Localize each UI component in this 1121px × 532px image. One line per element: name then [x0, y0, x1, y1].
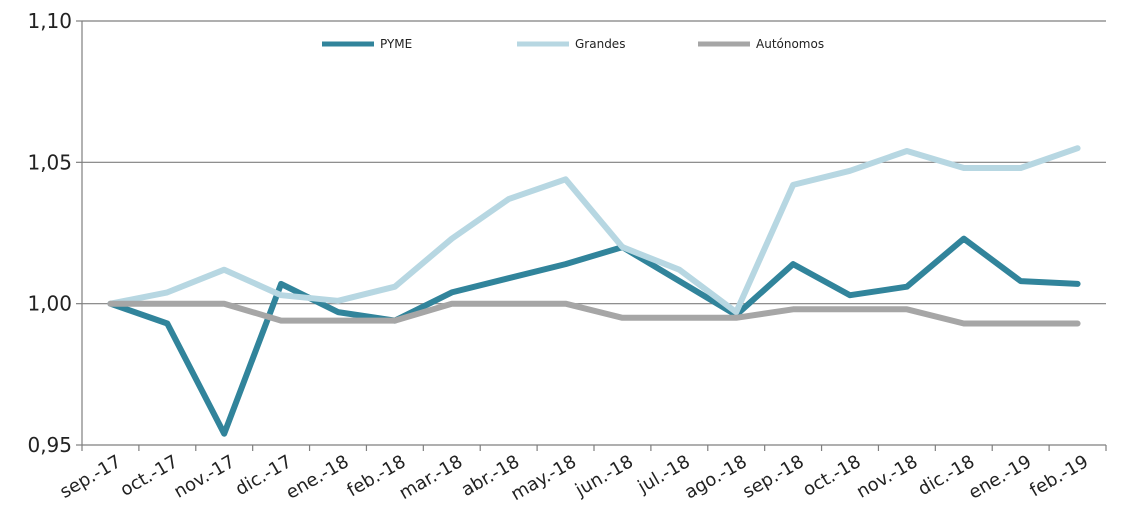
- x-tick-label: ene.-19: [965, 451, 1035, 504]
- x-tick-label: sep.-17: [56, 451, 125, 503]
- y-tick-label: 1,05: [27, 150, 72, 174]
- x-tick-label: may.-18: [507, 451, 580, 505]
- series-line-2: [107, 145, 1081, 316]
- x-tick-label: oct.-17: [117, 451, 182, 501]
- x-tick-label: nov.-18: [853, 451, 921, 503]
- x-tick-label: ene.-18: [283, 451, 353, 504]
- x-tick-label: jun.-18: [571, 451, 637, 501]
- x-tick-label: nov.-17: [170, 451, 238, 503]
- legend-label: Grandes: [575, 37, 625, 51]
- x-tick-label: ago.-18: [681, 451, 751, 503]
- x-tick-label: oct.-18: [799, 451, 864, 501]
- y-tick-label: 0,95: [27, 433, 72, 457]
- series-line-3: [107, 300, 1081, 327]
- series-lines: [107, 145, 1081, 437]
- x-tick-label: feb.-19: [1026, 451, 1092, 501]
- x-tick-label: mar.-18: [396, 451, 467, 504]
- x-tick-label: sep.-18: [739, 451, 808, 503]
- series-line-1: [107, 235, 1081, 437]
- legend-label: Autónomos: [756, 37, 824, 51]
- x-tick-labels: sep.-17oct.-17nov.-17dic.-17ene.-18feb.-…: [56, 451, 1092, 505]
- legend-label: PYME: [380, 37, 412, 51]
- axes: [76, 20, 1107, 451]
- y-tick-label: 1,10: [27, 9, 72, 33]
- y-tick-labels: 0,95 1,00 1,05 1,10: [27, 9, 72, 457]
- legend: PYME Grandes Autónomos: [322, 37, 824, 51]
- y-tick-label: 1,00: [27, 292, 72, 316]
